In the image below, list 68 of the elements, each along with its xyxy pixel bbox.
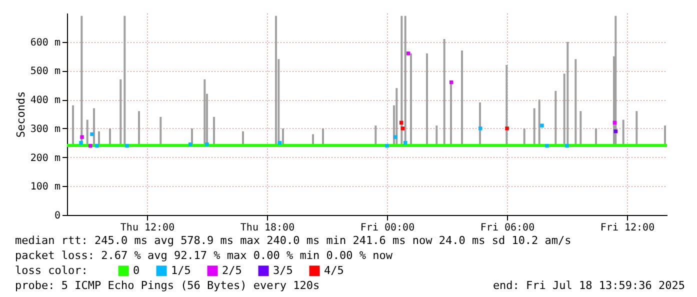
- bar: [622, 120, 624, 146]
- legend-label: 3/5: [273, 264, 293, 277]
- y-tick-label: 400 m: [30, 95, 60, 106]
- y-tick-label: 0: [54, 210, 60, 222]
- point: [565, 144, 569, 148]
- bar: [138, 111, 140, 146]
- point: [545, 144, 549, 148]
- bar: [461, 50, 463, 146]
- x-tick-label: Fri 12:00: [600, 222, 655, 234]
- bar: [160, 116, 162, 146]
- y-tick-label: 100 m: [30, 182, 60, 193]
- bar: [400, 16, 403, 146]
- bar: [506, 64, 508, 146]
- point: [90, 132, 94, 136]
- point: [478, 126, 482, 130]
- y-axis-title: Seconds: [14, 91, 28, 138]
- point: [205, 142, 209, 146]
- bar: [436, 126, 438, 146]
- text: probe: 5 ICMP Echo Pings (56 Bytes) every 120s: [15, 279, 320, 292]
- bar: [533, 108, 536, 146]
- bar: [580, 111, 582, 146]
- bar: [120, 79, 122, 146]
- bar: [374, 126, 377, 146]
- bar: [636, 111, 638, 146]
- bar: [93, 108, 95, 146]
- point: [79, 140, 83, 145]
- x-tick-label: Thu 12:00: [120, 222, 175, 234]
- point: [95, 144, 99, 148]
- legend-label: 2/5: [222, 264, 242, 277]
- bar: [574, 59, 577, 146]
- legend-label: 1/5: [171, 264, 191, 277]
- point: [385, 144, 389, 148]
- bar: [538, 100, 540, 146]
- legend-title: loss color:: [15, 264, 88, 277]
- bar: [204, 79, 206, 146]
- text: end: Fri Jul 18 13:59:36 2025: [492, 279, 685, 292]
- x-tick-label: Fri 06:00: [480, 222, 535, 234]
- y-tick-label: 500 m: [30, 66, 60, 78]
- bar: [614, 16, 617, 146]
- point: [393, 135, 398, 139]
- bar: [566, 42, 569, 146]
- bar: [443, 38, 446, 146]
- x-tick-label: Fri 00:00: [360, 222, 415, 234]
- bar: [72, 105, 74, 146]
- point: [540, 124, 544, 128]
- bar: [410, 53, 412, 146]
- y-tick-label: 200 m: [30, 152, 60, 164]
- point: [80, 135, 84, 139]
- bar: [450, 82, 452, 146]
- bar: [86, 120, 88, 146]
- text: packet loss: 2.67 % avg 92.17 % max 0.00 % min 0.00 % now: [15, 249, 393, 262]
- x-tick-label: Thu 18:00: [240, 222, 295, 234]
- bar: [213, 116, 215, 146]
- legend-label: 4/5: [324, 264, 344, 277]
- legend-label: 0: [133, 264, 140, 277]
- bar: [426, 53, 428, 146]
- point: [406, 52, 410, 56]
- y-tick-label: 600 m: [30, 37, 60, 48]
- point: [505, 126, 509, 130]
- bar: [554, 90, 557, 146]
- bar: [396, 88, 398, 146]
- point: [125, 144, 129, 148]
- point: [400, 126, 405, 130]
- bar: [275, 16, 277, 146]
- bar: [664, 126, 666, 146]
- y-tick-label: 300 m: [30, 124, 60, 135]
- bar: [124, 16, 126, 146]
- text: median rtt: 245.0 ms avg 578.9 ms max 240.0 ms min 241.6 ms now 24.0 ms sd 10.2 am/s: [15, 234, 572, 247]
